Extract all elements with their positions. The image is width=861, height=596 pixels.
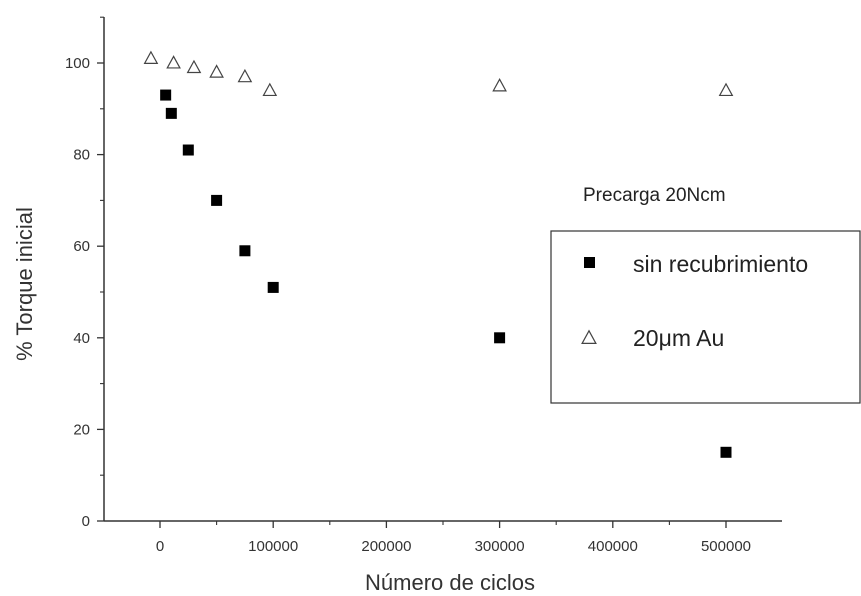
legend-box — [550, 230, 861, 404]
x-tick-label: 200000 — [361, 538, 411, 555]
point-sin-recubrimiento — [239, 245, 251, 257]
point-20um-au — [209, 64, 224, 78]
y-tick-label: 60 — [73, 238, 90, 255]
y-tick-label: 100 — [65, 55, 90, 72]
y-tick-label: 40 — [73, 330, 90, 347]
point-sin-recubrimiento — [494, 332, 506, 344]
point-20um-au — [143, 50, 159, 64]
y-tick-label: 80 — [73, 147, 90, 164]
x-axis-title: Número de ciclos — [365, 570, 535, 595]
data-points — [143, 50, 734, 458]
point-20um-au — [166, 55, 181, 69]
x-tick-label: 100000 — [248, 538, 298, 555]
point-sin-recubrimiento — [182, 144, 194, 156]
point-sin-recubrimiento — [211, 194, 223, 206]
legend-label-20um-au: 20μm Au — [633, 325, 724, 351]
point-20um-au — [262, 82, 278, 97]
point-sin-recubrimiento — [160, 89, 172, 101]
legend-marker-sin-recubrimiento — [584, 257, 595, 268]
x-tick-label: 300000 — [475, 538, 525, 555]
point-20um-au — [492, 78, 507, 92]
ticks: 0 100000 200000 300000 400000 500000 0 20 40 60 80… — [65, 16, 751, 555]
point-sin-recubrimiento — [267, 281, 279, 293]
legend-marker-20um-au — [581, 329, 597, 344]
point-sin-recubrimiento — [720, 446, 732, 458]
y-axis-title: % Torque inicial — [12, 207, 37, 361]
annotation-precarga: Precarga 20Ncm — [583, 185, 726, 206]
point-sin-recubrimiento — [165, 107, 177, 119]
legend-label-sin-recubrimiento: sin recubrimiento — [633, 251, 808, 277]
point-20um-au — [718, 82, 734, 97]
legend: sin recubrimiento 20μm Au — [550, 230, 861, 404]
x-tick-label: 400000 — [588, 538, 638, 555]
point-20um-au — [186, 59, 202, 74]
x-tick-label: 0 — [156, 538, 164, 555]
y-tick-label: 20 — [73, 421, 90, 438]
y-tick-label: 0 — [82, 513, 90, 530]
x-tick-label: 500000 — [701, 538, 751, 555]
point-20um-au — [237, 68, 253, 83]
